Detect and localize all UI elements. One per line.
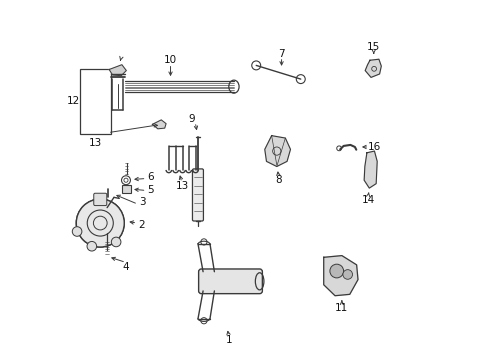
Text: 1: 1 (225, 335, 232, 345)
Text: 11: 11 (334, 303, 348, 313)
FancyBboxPatch shape (192, 169, 203, 221)
Circle shape (76, 199, 124, 247)
Polygon shape (152, 120, 166, 129)
Circle shape (329, 264, 343, 278)
Text: 2: 2 (138, 220, 144, 230)
Text: 7: 7 (278, 49, 284, 59)
Text: 15: 15 (366, 41, 379, 51)
Text: 12: 12 (67, 96, 80, 106)
Text: 4: 4 (122, 262, 129, 272)
Polygon shape (323, 256, 357, 296)
Text: 10: 10 (164, 55, 177, 65)
Circle shape (87, 241, 96, 251)
Circle shape (111, 237, 121, 247)
Text: 9: 9 (188, 114, 195, 124)
Circle shape (72, 227, 82, 236)
Circle shape (342, 270, 352, 279)
Polygon shape (364, 59, 380, 77)
Text: 13: 13 (88, 137, 102, 147)
FancyBboxPatch shape (121, 185, 131, 193)
Text: 13: 13 (176, 181, 189, 191)
Text: 6: 6 (147, 172, 154, 182)
FancyBboxPatch shape (198, 269, 262, 294)
Text: 8: 8 (274, 175, 281, 185)
Polygon shape (264, 136, 290, 166)
Text: 14: 14 (361, 195, 374, 205)
Polygon shape (363, 151, 377, 188)
Text: 16: 16 (367, 142, 380, 152)
Bar (79, 69, 110, 134)
FancyBboxPatch shape (93, 193, 106, 206)
Text: 5: 5 (147, 185, 154, 195)
Polygon shape (109, 65, 126, 76)
Text: 3: 3 (138, 197, 145, 207)
